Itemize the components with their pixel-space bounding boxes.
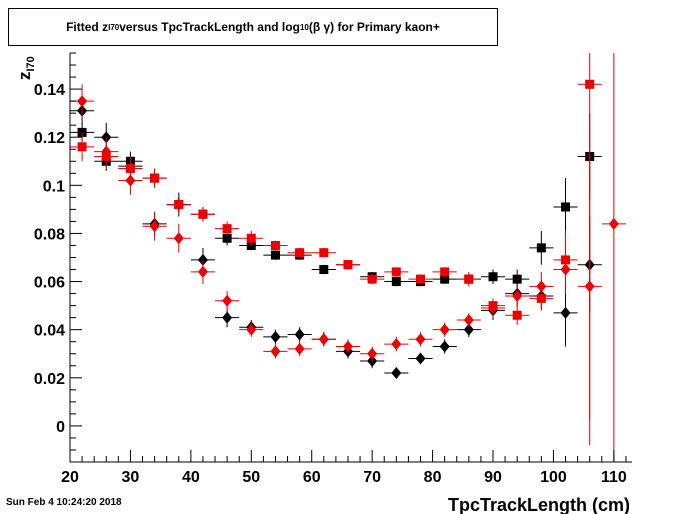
diamond-marker <box>391 338 402 351</box>
diamond-marker <box>318 333 329 346</box>
square-marker <box>319 248 329 258</box>
diamond-marker <box>294 328 305 341</box>
square-marker <box>512 310 522 320</box>
y-tick-label: 0.08 <box>34 226 65 243</box>
x-tick-label: 20 <box>61 469 79 486</box>
square-marker <box>77 142 87 152</box>
x-tick-label: 40 <box>182 469 200 486</box>
x-tick-label: 110 <box>601 469 627 486</box>
square-marker <box>464 274 474 284</box>
square-marker <box>440 267 450 277</box>
series-3 <box>70 53 626 462</box>
diamond-marker <box>415 333 426 346</box>
diamond-marker <box>463 323 474 336</box>
square-marker <box>270 250 280 260</box>
series-1 <box>70 96 602 379</box>
square-marker <box>150 173 160 183</box>
chart-title: Fitted z I70 versus TpcTrackLength and lo… <box>8 8 498 46</box>
square-marker <box>270 240 280 250</box>
x-tick-label: 60 <box>303 469 321 486</box>
square-marker <box>246 233 256 243</box>
square-marker <box>222 233 232 243</box>
square-marker <box>367 274 377 284</box>
diamond-marker <box>415 352 426 365</box>
diamond-marker <box>463 314 474 327</box>
diamond-marker <box>367 347 378 360</box>
x-tick-label: 90 <box>484 469 502 486</box>
square-marker <box>198 209 208 219</box>
x-tick-label: 100 <box>540 469 567 486</box>
title-suffix: (β γ) for Primary kaon+ <box>308 20 440 34</box>
y-tick-label: 0.14 <box>34 82 65 99</box>
diamond-marker <box>584 280 595 293</box>
diamond-marker <box>125 174 136 187</box>
title-prefix: Fitted z <box>66 20 109 34</box>
square-marker <box>561 202 571 212</box>
diamond-marker <box>536 280 547 293</box>
diamond-marker <box>560 263 571 276</box>
square-marker <box>391 267 401 277</box>
x-axis-label: TpcTrackLength (cm) <box>448 495 630 514</box>
title-z-subscript: I70 <box>108 22 120 32</box>
diamond-marker <box>391 366 402 379</box>
square-marker <box>536 243 546 253</box>
diamond-marker <box>101 145 112 158</box>
y-axis-label: zI70 <box>15 56 37 80</box>
series-2 <box>70 53 602 446</box>
footer-date: Sun Feb 4 10:24:20 2018 <box>6 497 122 508</box>
diamond-marker <box>439 340 450 353</box>
square-marker <box>440 274 450 284</box>
square-marker <box>488 272 498 282</box>
y-tick-label: 0.04 <box>34 323 65 340</box>
diamond-marker <box>512 289 523 302</box>
y-axis-label-main: z <box>15 72 34 81</box>
square-marker <box>174 200 184 210</box>
square-marker <box>343 260 353 270</box>
x-tick-label: 50 <box>242 469 260 486</box>
x-tick-label: 30 <box>122 469 140 486</box>
diamond-marker <box>270 330 281 343</box>
diamond-marker <box>222 311 233 324</box>
square-marker <box>319 265 329 275</box>
diamond-marker <box>173 232 184 245</box>
y-tick-label: 0.06 <box>34 275 65 292</box>
title-log-subscript: 10 <box>299 22 309 32</box>
diamond-marker <box>342 340 353 353</box>
diamond-marker <box>197 265 208 278</box>
diamond-marker <box>246 323 257 336</box>
x-tick-label: 70 <box>363 469 381 486</box>
axis-layer: 20 30 40 50 60 70 80 90 100 110 0 0.02 0.04 0.06 0.08 0… <box>34 52 632 486</box>
diamond-marker <box>439 323 450 336</box>
y-tick-label: 0.1 <box>43 178 65 195</box>
diamond-marker <box>77 95 88 108</box>
data-layer <box>70 53 626 462</box>
square-marker <box>222 224 232 234</box>
diamond-marker <box>488 302 499 315</box>
svg-text:zI70: zI70 <box>15 56 37 80</box>
title-mid: versus TpcTrackLength and log <box>119 20 300 34</box>
square-marker <box>415 274 425 284</box>
series-0 <box>70 113 602 289</box>
square-marker <box>295 248 305 258</box>
x-tick-label: 80 <box>424 469 442 486</box>
diamond-marker <box>560 306 571 319</box>
diamond-marker <box>294 342 305 355</box>
square-marker <box>585 79 595 89</box>
y-tick-label: 0 <box>56 419 65 436</box>
diamond-marker <box>270 345 281 358</box>
diamond-marker <box>149 220 160 233</box>
square-marker <box>391 277 401 287</box>
y-tick-label: 0.02 <box>34 371 65 388</box>
square-marker <box>512 274 522 284</box>
y-axis-label-sub: I70 <box>25 56 37 71</box>
diamond-marker <box>608 217 619 230</box>
y-tick-label: 0.12 <box>34 130 65 147</box>
diamond-marker <box>222 294 233 307</box>
